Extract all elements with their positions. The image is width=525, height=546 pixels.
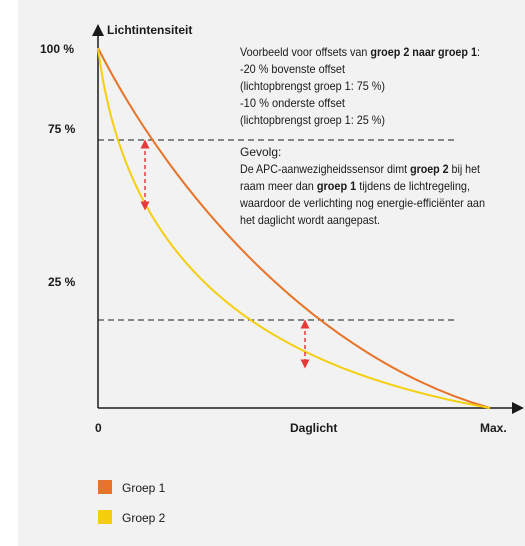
note-line: -20 % bovenste offset	[240, 62, 346, 76]
note-text: Voorbeeld voor offsets van	[240, 45, 370, 59]
note-line: waardoor de verlichting nog energie-effi…	[239, 196, 485, 210]
note-bold: groep 2	[410, 162, 449, 176]
note-bold: groep 1	[317, 179, 357, 193]
note-line: raam meer dan groep 1 tijdens de lichtre…	[240, 179, 470, 193]
note-line: Gevolg:	[240, 145, 281, 159]
note-line: (lichtopbrengst groep 1: 75 %)	[240, 79, 385, 93]
x-label: Daglicht	[290, 421, 337, 435]
y-level: 75 %	[48, 122, 76, 136]
y-level: 100 %	[40, 42, 74, 56]
legend-swatch	[98, 510, 112, 524]
y-axis-label: Lichtintensiteit	[107, 23, 192, 37]
note-text: bij het	[449, 162, 481, 176]
note-text: tijdens de lichtregeling,	[356, 179, 470, 193]
curve-groep-1	[97, 47, 491, 409]
note-text: raam meer dan	[240, 179, 317, 193]
note-text: De APC-aanwezigheidssensor dimt	[240, 162, 410, 176]
note-line: Voorbeeld voor offsets van groep 2 naar …	[240, 45, 480, 59]
y-level: 25 %	[48, 275, 76, 289]
panel	[18, 0, 525, 546]
note-line: -10 % onderste offset	[240, 96, 346, 110]
x-label: Max.	[480, 421, 507, 435]
note-line: (lichtopbrengst groep 1: 25 %)	[240, 113, 385, 127]
note-line: De APC-aanwezigheidssensor dimt groep 2 …	[240, 162, 481, 176]
note-bold: groep 2 naar groep 1	[370, 45, 477, 59]
legend-label: Groep 2	[122, 511, 166, 525]
x-label: 0	[95, 421, 102, 435]
legend-label: Groep 1	[122, 481, 166, 495]
note-line: het daglicht wordt aangepast.	[240, 213, 380, 227]
legend-swatch	[98, 480, 112, 494]
curve-groep-2	[97, 47, 491, 409]
note-text: :	[477, 45, 480, 59]
